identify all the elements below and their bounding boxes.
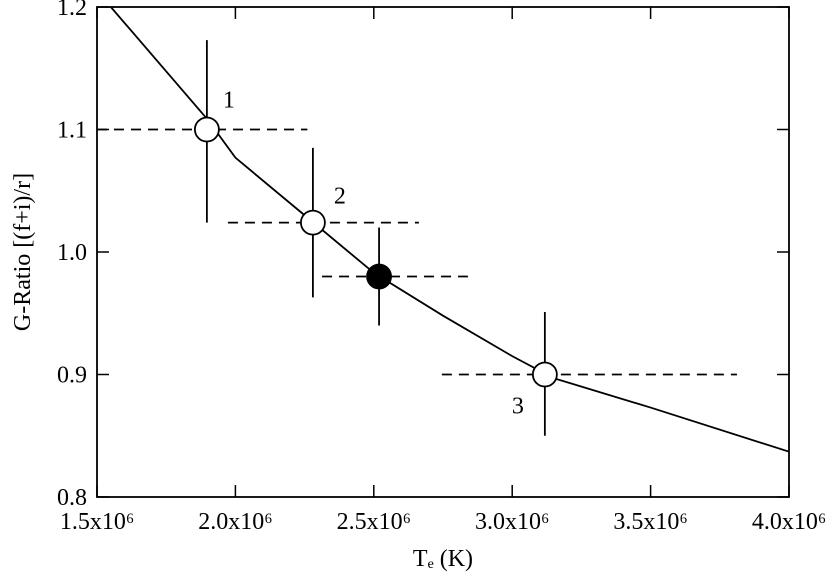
plot	[97, 7, 789, 453]
plot-frame	[96, 6, 790, 498]
x-tick-label: 3.0x10⁶	[475, 509, 549, 535]
point-label: 2	[334, 184, 346, 210]
data-point	[300, 209, 326, 236]
y-tick-label: 0.9	[57, 363, 87, 389]
point-label: 1	[223, 88, 235, 114]
point-label: 3	[512, 394, 524, 420]
model-curve	[110, 7, 789, 453]
data-point	[193, 116, 220, 143]
x-tick-label: 3.5x10⁶	[613, 509, 687, 535]
y-tick-label: 0.8	[57, 485, 87, 511]
x-tick-label: 2.5x10⁶	[337, 509, 411, 535]
y-axis-label: G-Ratio [(f+i)/r]	[10, 173, 36, 331]
x-axis-label: Tₑ (K)	[413, 546, 473, 572]
y-tick-label: 1.0	[57, 240, 87, 266]
y-tick-label: 1.2	[57, 0, 87, 21]
data-point	[531, 361, 558, 388]
x-tick-label: 1.5x10⁶	[60, 509, 134, 535]
y-tick-label: 1.1	[57, 118, 87, 144]
x-tick-label: 4.0x10⁶	[752, 509, 826, 535]
data-point	[366, 263, 392, 290]
x-tick-label: 2.0x10⁶	[198, 509, 272, 535]
